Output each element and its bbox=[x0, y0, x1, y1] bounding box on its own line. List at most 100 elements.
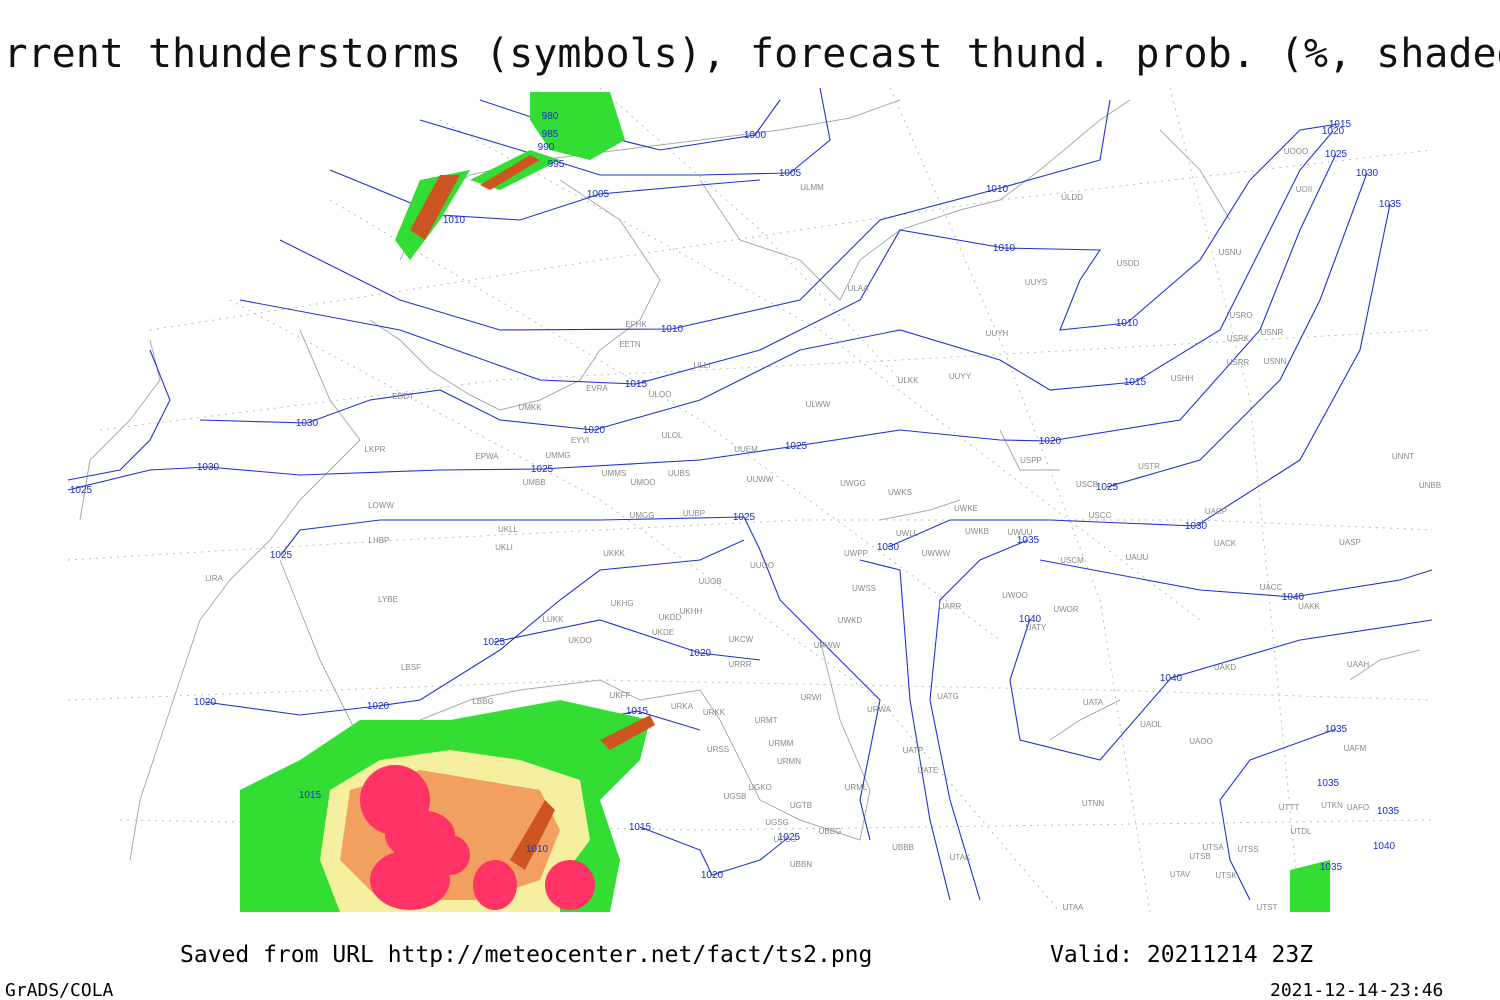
station-label: UUOO bbox=[750, 561, 774, 570]
station-label: UWKS bbox=[888, 488, 912, 497]
station-label: USPP bbox=[1020, 456, 1042, 465]
station-label: UTTT bbox=[1279, 803, 1300, 812]
station-label: UUYS bbox=[1025, 278, 1047, 287]
station-label: UAOO bbox=[1189, 737, 1213, 746]
station-label: UGTB bbox=[790, 801, 812, 810]
isobar-label: 1005 bbox=[779, 168, 802, 179]
station-label: UACC bbox=[1260, 583, 1283, 592]
isobar-label: 1010 bbox=[986, 184, 1009, 195]
isobar-label: 1025 bbox=[270, 550, 293, 561]
isobar-label: 1025 bbox=[733, 512, 756, 523]
station-label: ULMM bbox=[800, 183, 824, 192]
isobar-label: 990 bbox=[538, 142, 555, 153]
isobar-label: 1025 bbox=[531, 464, 554, 475]
station-label: URWW bbox=[814, 641, 841, 650]
station-label: USRO bbox=[1229, 311, 1252, 320]
isobar-label: 995 bbox=[548, 159, 565, 170]
isobar-label: 1035 bbox=[1325, 724, 1348, 735]
station-label: UAKK bbox=[1298, 602, 1320, 611]
station-label: UATY bbox=[1026, 623, 1047, 632]
station-label: USNR bbox=[1261, 328, 1284, 337]
isobar-label: 1015 bbox=[299, 790, 322, 801]
station-label: EDDT bbox=[392, 392, 414, 401]
station-label: UMMG bbox=[545, 451, 570, 460]
station-label: ULOL bbox=[662, 431, 683, 440]
station-label: UKHG bbox=[610, 599, 633, 608]
station-label: UUWW bbox=[747, 475, 774, 484]
isobar-label: 1010 bbox=[526, 844, 549, 855]
station-label: UTSB bbox=[1189, 852, 1210, 861]
isobar-label: 1030 bbox=[877, 542, 900, 553]
isobar-label: 1030 bbox=[1185, 521, 1208, 532]
isobar-label: 980 bbox=[542, 111, 559, 122]
station-label: UTDL bbox=[1291, 827, 1312, 836]
station-label: LKPR bbox=[365, 445, 386, 454]
station-label: LUKK bbox=[543, 615, 565, 624]
station-label: UBBB bbox=[892, 843, 914, 852]
isobar-label: 1035 bbox=[1017, 535, 1040, 546]
station-label: LBSF bbox=[401, 663, 421, 672]
station-label: UTNN bbox=[1082, 799, 1104, 808]
isobar-label: 1000 bbox=[744, 130, 767, 141]
station-label: ULKK bbox=[898, 376, 920, 385]
station-label: UNBB bbox=[1419, 481, 1441, 490]
station-label: UWWW bbox=[922, 549, 951, 558]
station-label: UBBG bbox=[819, 827, 842, 836]
thunderstorm-symbols bbox=[360, 765, 595, 910]
station-label: UWKE bbox=[954, 504, 978, 513]
station-label: URMN bbox=[777, 757, 801, 766]
software: GrADS/COLA bbox=[5, 980, 114, 1000]
station-label: EYVI bbox=[571, 436, 589, 445]
valid-time: Valid: 20211214 23Z bbox=[1050, 942, 1313, 968]
station-label: UMBB bbox=[522, 478, 545, 487]
station-label: UATP bbox=[903, 746, 924, 755]
station-label: UARR bbox=[939, 602, 962, 611]
station-label: USNU bbox=[1219, 248, 1242, 257]
isobar-label: 1025 bbox=[483, 637, 506, 648]
station-label: UAOL bbox=[1140, 720, 1162, 729]
isobar-label: 1025 bbox=[1096, 482, 1119, 493]
station-label: UGKO bbox=[748, 783, 772, 792]
station-label: UKCW bbox=[729, 635, 754, 644]
isobar-label: 1040 bbox=[1019, 614, 1042, 625]
isobar-label: 1020 bbox=[1322, 126, 1345, 137]
isobar-label: 1015 bbox=[1329, 119, 1352, 130]
station-label: UWPP bbox=[844, 549, 868, 558]
station-label: LBBG bbox=[472, 697, 493, 706]
isobar-label: 1040 bbox=[1373, 841, 1396, 852]
station-label: UWSS bbox=[852, 584, 876, 593]
isobar-label: 1015 bbox=[629, 822, 652, 833]
station-label: URWA bbox=[867, 705, 892, 714]
isobar-label: 1020 bbox=[367, 701, 390, 712]
station-label: UASP bbox=[1339, 538, 1361, 547]
station-label: LHBP bbox=[369, 536, 390, 545]
station-label: URKK bbox=[703, 708, 726, 717]
station-label: LIRA bbox=[205, 574, 223, 583]
isobar-label: 1020 bbox=[194, 697, 217, 708]
station-label: UAAH bbox=[1347, 660, 1369, 669]
station-label: EETN bbox=[619, 340, 641, 349]
station-label: LOWW bbox=[368, 501, 394, 510]
isobar-label: 1010 bbox=[443, 215, 466, 226]
isobar-label: 1020 bbox=[701, 870, 724, 881]
station-label: ULOO bbox=[649, 390, 672, 399]
station-label: URRR bbox=[728, 660, 751, 669]
station-label: UKDE bbox=[652, 628, 674, 637]
labels: 980 985 990 995 1000 1005 1005 1010 1010 1010 1010… bbox=[70, 111, 1441, 912]
station-label: UWKD bbox=[838, 616, 863, 625]
station-label: USRK bbox=[1227, 334, 1250, 343]
station-label: UGSG bbox=[765, 818, 789, 827]
isobar-label: 1010 bbox=[1116, 318, 1139, 329]
station-label: UUYY bbox=[949, 372, 972, 381]
station-label: UTSK bbox=[1215, 871, 1237, 880]
isobar-label: 1030 bbox=[296, 418, 319, 429]
station-label: UOII bbox=[1296, 185, 1312, 194]
station-label: UACK bbox=[1214, 539, 1237, 548]
isobar-label: 1040 bbox=[1282, 592, 1305, 603]
isobar-label: 1020 bbox=[1039, 436, 1062, 447]
isobar-label: 1025 bbox=[1325, 149, 1348, 160]
station-label: UWUU bbox=[1008, 528, 1033, 537]
station-label: UUBP bbox=[683, 509, 705, 518]
